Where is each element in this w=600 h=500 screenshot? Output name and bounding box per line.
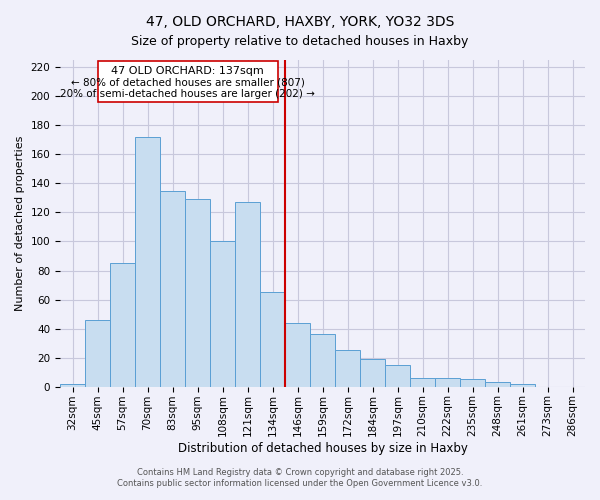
- Bar: [310, 334, 335, 386]
- Bar: [485, 382, 510, 386]
- Text: Contains HM Land Registry data © Crown copyright and database right 2025.
Contai: Contains HM Land Registry data © Crown c…: [118, 468, 482, 487]
- Bar: [110, 264, 135, 386]
- Bar: [460, 380, 485, 386]
- Bar: [135, 137, 160, 386]
- Bar: [435, 378, 460, 386]
- Bar: [185, 200, 210, 386]
- Bar: [85, 320, 110, 386]
- Bar: [360, 359, 385, 386]
- Bar: [410, 378, 435, 386]
- Bar: [285, 323, 310, 386]
- Bar: [260, 292, 285, 386]
- Bar: [385, 365, 410, 386]
- Bar: [60, 384, 85, 386]
- Bar: [335, 350, 360, 386]
- Bar: [235, 202, 260, 386]
- Text: Size of property relative to detached houses in Haxby: Size of property relative to detached ho…: [131, 35, 469, 48]
- Text: ← 80% of detached houses are smaller (807): ← 80% of detached houses are smaller (80…: [71, 78, 304, 88]
- Text: 47 OLD ORCHARD: 137sqm: 47 OLD ORCHARD: 137sqm: [111, 66, 264, 76]
- Text: 20% of semi-detached houses are larger (202) →: 20% of semi-detached houses are larger (…: [60, 89, 315, 99]
- X-axis label: Distribution of detached houses by size in Haxby: Distribution of detached houses by size …: [178, 442, 467, 455]
- Bar: [510, 384, 535, 386]
- Text: 47, OLD ORCHARD, HAXBY, YORK, YO32 3DS: 47, OLD ORCHARD, HAXBY, YORK, YO32 3DS: [146, 15, 454, 29]
- Y-axis label: Number of detached properties: Number of detached properties: [15, 136, 25, 311]
- FancyBboxPatch shape: [98, 62, 278, 102]
- Bar: [210, 242, 235, 386]
- Bar: [160, 190, 185, 386]
